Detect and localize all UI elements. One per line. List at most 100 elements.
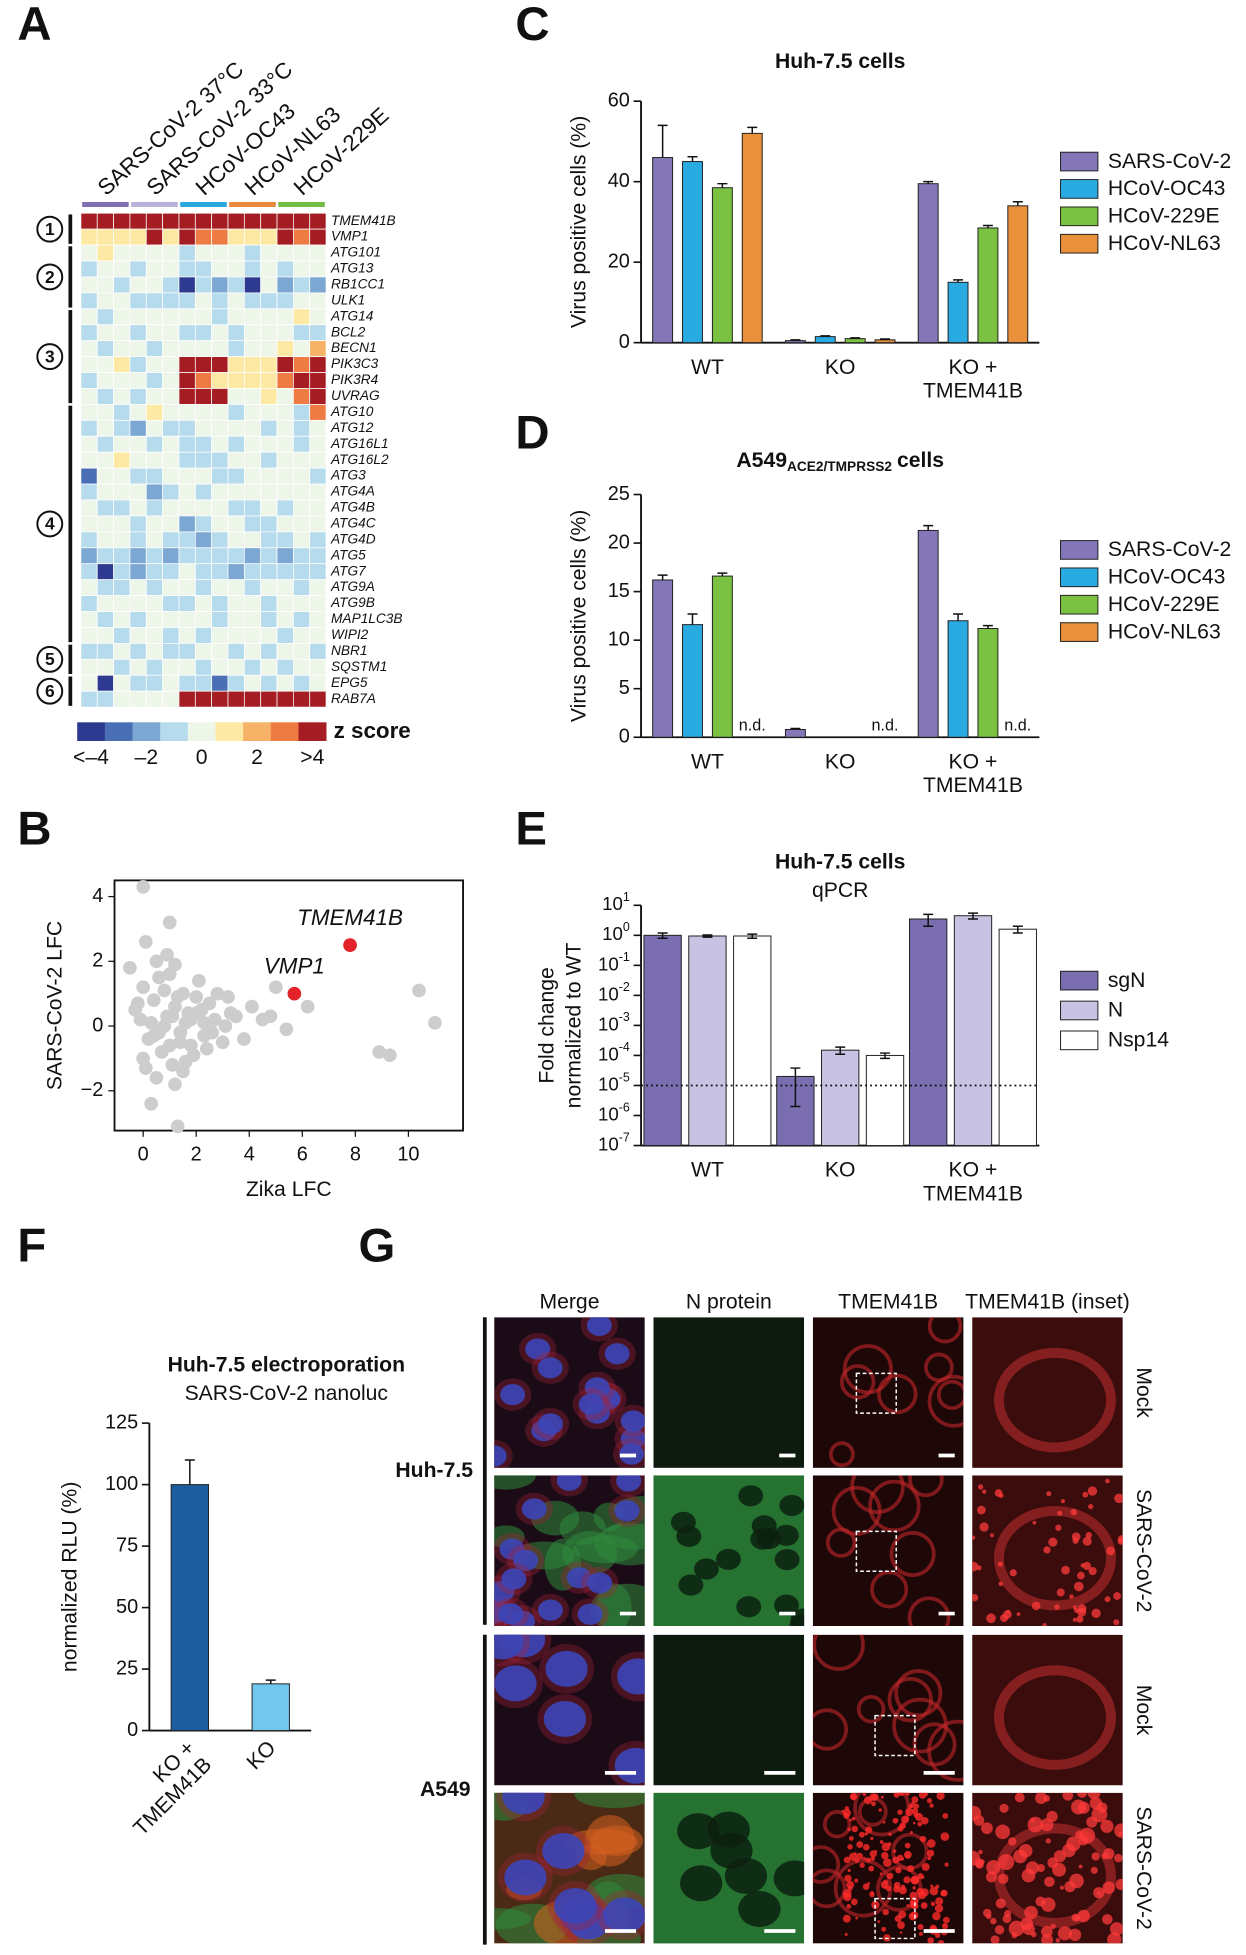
ring [927,1374,964,1428]
x-tick-label-box: KO + TMEM41B [923,355,1023,402]
puncta [843,1808,851,1817]
y-tick-label: 60 [608,89,630,111]
chart-subtitle: SARS-CoV-2 nanoluc [185,1382,389,1405]
title-main: A549 [736,449,787,472]
puncta [856,1852,864,1860]
heatmap-cell [145,531,164,549]
micrograph [494,1317,645,1468]
micrograph [972,1475,1123,1627]
puncta [924,1792,928,1796]
heatmap-cell [309,212,327,230]
heatmap-cell [113,595,131,612]
heatmap-cell [276,499,294,517]
group-circle [36,263,64,291]
point [268,980,283,995]
heatmap-cell [293,451,311,469]
micrograph [972,1634,1123,1786]
heatmap-cell [260,356,278,373]
legend-swatch [1060,970,1099,991]
puncta [1027,1816,1044,1833]
heatmap-cell [113,563,131,581]
heatmap-cell [276,308,294,326]
hole [774,1548,800,1571]
ring [870,1570,909,1609]
heatmap-cell [129,658,147,676]
puncta [1107,1932,1122,1944]
heatmap-cell [129,404,147,421]
y-tick-exponent: 1 [623,890,630,904]
puncta [986,1613,996,1624]
heatmap-cell [194,451,213,469]
point [144,1096,158,1111]
heatmap-cell [194,643,213,660]
heatmap-cell [276,388,294,405]
heatmap-cell [293,531,311,549]
heatmap-cell [178,674,196,692]
puncta [1061,1565,1070,1575]
heatmap-cell [96,292,114,310]
puncta [899,1792,905,1796]
point [138,1061,153,1075]
puncta [943,1916,950,1924]
puncta [930,1901,936,1907]
heatmap-cell [96,276,114,294]
error-bar [717,182,728,188]
heatmap-cell [211,483,229,501]
error-bar [923,524,934,531]
heatmap-cell [162,244,180,262]
puncta [981,1822,993,1835]
heatmap-cell [113,404,131,421]
heatmap-cell [178,404,196,421]
error-bar [923,913,934,928]
puncta [859,1862,865,1868]
gene-label: ATG10 [330,404,374,419]
hole [693,1558,719,1580]
heatmap-cell [211,563,229,581]
heatmap-cell [243,499,262,517]
puncta [1046,1491,1052,1497]
y-tick-label: 10 [602,923,623,944]
group-number: 4 [45,514,55,534]
heatmap-cell [276,356,294,373]
point [146,993,161,1008]
heatmap-cell [129,467,147,485]
heatmap-cell [194,595,213,612]
heatmap-cell [194,435,213,453]
nucleus [603,1897,645,1934]
puncta [1057,1926,1072,1941]
column-header: TMEM41B (inset) [965,1289,1130,1314]
heatmap-cell [260,690,278,708]
inset-box [874,1714,916,1757]
heatmap-cell [162,483,180,501]
bar [909,918,948,1147]
point [207,1012,222,1027]
puncta [892,1817,899,1824]
puncta [917,1923,924,1931]
heatmap-cell [276,595,294,612]
puncta [1102,1914,1113,1925]
x-tick-label: KO [824,355,856,379]
column-header: N protein [685,1289,772,1314]
hole [677,1813,720,1850]
bar [652,579,674,738]
puncta [893,1885,901,1893]
micrograph [653,1475,805,1627]
error-bar [880,1052,890,1060]
heatmap-cell [260,579,278,596]
nucleus [620,1410,645,1432]
point [157,1019,172,1033]
puncta [1056,1588,1065,1597]
y-tick-label: −2 [81,1079,104,1101]
group-number: 6 [45,681,55,701]
error-bar [982,224,993,228]
heatmap-cell [129,611,147,628]
bar [865,1054,905,1147]
heatmap-cell [293,260,311,278]
gene-label: ATG4D [330,531,376,546]
heatmap-cell [309,356,327,373]
heatmap-cell [276,563,294,581]
heatmap-cell [309,563,327,581]
heatmap-cell [162,308,180,326]
heatmap-cell [260,212,278,230]
puncta [854,1878,859,1883]
